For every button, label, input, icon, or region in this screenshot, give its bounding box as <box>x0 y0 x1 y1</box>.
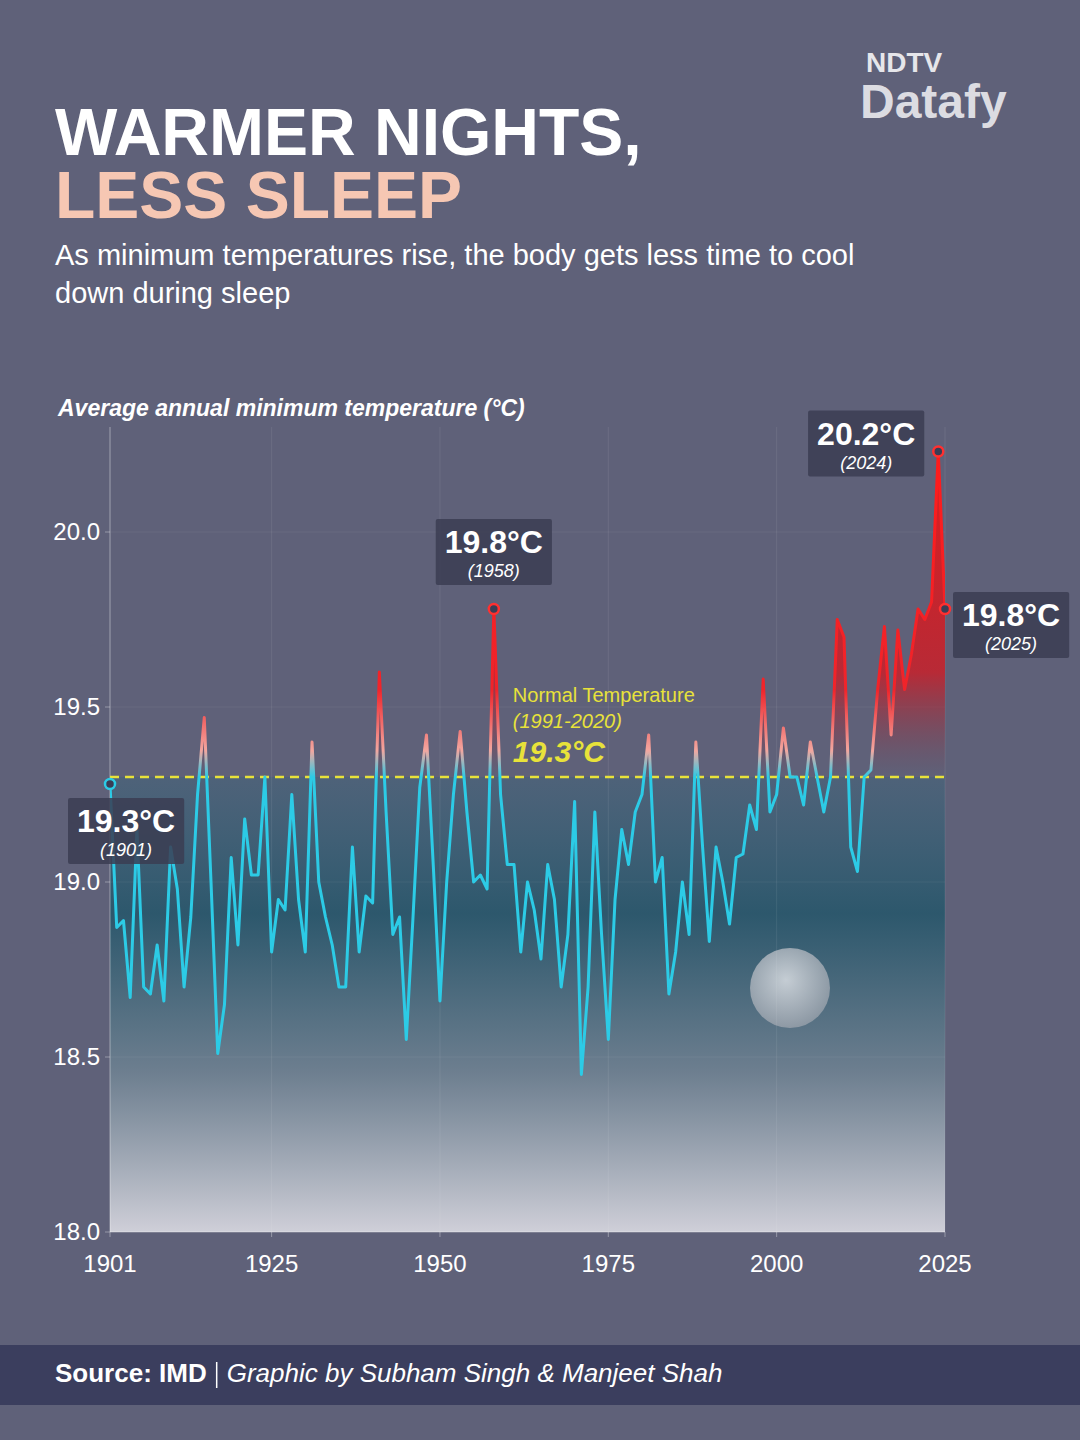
area <box>110 452 945 1233</box>
x-tick-label: 1901 <box>83 1250 136 1277</box>
y-tick-label: 18.5 <box>53 1043 100 1070</box>
annotation-box <box>808 411 924 477</box>
x-tick <box>439 1232 440 1237</box>
reference-line <box>110 776 945 779</box>
reference-value-label: 19.3°C <box>513 735 606 768</box>
reference-period: (1991-2020) <box>513 710 622 732</box>
source: Source: IMD <box>55 1358 207 1388</box>
annotation: 20.2°C(2024) <box>808 411 924 477</box>
annotation-label: 20.2°C <box>817 416 915 452</box>
y-tick <box>105 1057 110 1058</box>
x-tick-label: 2000 <box>750 1250 803 1277</box>
line <box>110 452 945 1075</box>
credit: Graphic by Subham Singh & Manjeet Shah <box>227 1358 723 1388</box>
annotation-marker <box>489 604 499 614</box>
annotation-label: 19.8°C <box>445 524 543 560</box>
annotation-label: 19.8°C <box>962 597 1060 633</box>
x-tick-label: 2025 <box>918 1250 971 1277</box>
annotation-marker <box>105 779 115 789</box>
annotations: 19.3°C(1901)19.8°C(1958)20.2°C(2024)19.8… <box>68 411 1069 865</box>
y-tick <box>105 707 110 708</box>
background <box>0 0 1080 1440</box>
y-tick-label: 19.5 <box>53 693 100 720</box>
y-tick <box>105 532 110 533</box>
annotation-sublabel: (1901) <box>100 840 152 860</box>
y-tick-label: 19.0 <box>53 868 100 895</box>
x-tick <box>608 1232 609 1237</box>
x-tick-label: 1975 <box>582 1250 635 1277</box>
axis-title: Average annual minimum temperature (°C) <box>57 395 525 421</box>
annotation-label: 19.3°C <box>77 803 175 839</box>
footer-divider <box>216 1362 218 1388</box>
annotation-sublabel: (2024) <box>840 453 892 473</box>
annotation-box <box>953 592 1069 658</box>
footer-bar <box>0 1345 1080 1405</box>
y-tick-label: 18.0 <box>53 1218 100 1245</box>
subtitle-line: down during sleep <box>55 277 290 309</box>
annotation-sublabel: (2025) <box>985 634 1037 654</box>
x-tick-label: 1950 <box>413 1250 466 1277</box>
annotation-marker <box>940 604 950 614</box>
annotation-box <box>436 519 552 585</box>
logo-bottom: Datafy <box>860 75 1007 128</box>
annotation-sublabel: (1958) <box>468 561 520 581</box>
annotation: 19.8°C(1958) <box>436 519 552 585</box>
title-highlight: LESS SLEEP <box>55 158 462 232</box>
logo-top: NDTV <box>866 47 943 78</box>
subtitle: As minimum temperatures rise, the body g… <box>55 239 854 309</box>
x-tick <box>945 1232 946 1237</box>
annotation-marker <box>933 447 943 457</box>
annotation: 19.8°C(2025) <box>953 592 1069 658</box>
x-tick <box>271 1232 272 1237</box>
annotation-box <box>68 798 184 864</box>
reference-label: Normal Temperature <box>513 684 695 706</box>
x-tick <box>110 1232 111 1237</box>
x-tick <box>776 1232 777 1237</box>
y-tick <box>105 882 110 883</box>
grid-line <box>110 707 945 708</box>
subtitle-line: As minimum temperatures rise, the body g… <box>55 239 854 271</box>
chart-root: NDTVDatafyWARMER NIGHTS,LESS SLEEPAs min… <box>0 0 1080 1440</box>
x-tick-label: 1925 <box>245 1250 298 1277</box>
y-tick-label: 20.0 <box>53 518 100 545</box>
y-tick <box>105 1232 110 1233</box>
annotation: 19.3°C(1901) <box>68 798 184 864</box>
plot-area <box>110 452 945 1233</box>
